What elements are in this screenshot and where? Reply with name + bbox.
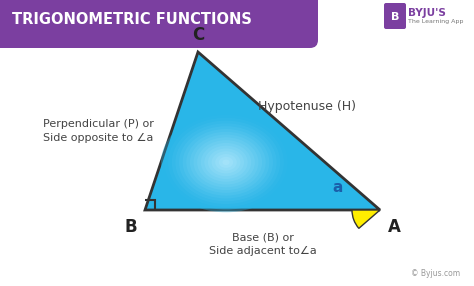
Ellipse shape (175, 124, 276, 201)
Text: B: B (124, 218, 137, 236)
Text: TRIGONOMETRIC FUNCTIONS: TRIGONOMETRIC FUNCTIONS (12, 13, 252, 27)
Ellipse shape (172, 121, 280, 204)
Wedge shape (352, 210, 380, 228)
Ellipse shape (179, 126, 273, 198)
Ellipse shape (208, 148, 244, 176)
Ellipse shape (190, 134, 262, 190)
FancyBboxPatch shape (384, 3, 406, 29)
Text: © Byjus.com: © Byjus.com (411, 269, 460, 278)
Polygon shape (145, 52, 380, 210)
Ellipse shape (201, 143, 251, 182)
Text: B: B (391, 12, 399, 22)
Text: The Learning App: The Learning App (408, 19, 464, 25)
Ellipse shape (197, 140, 255, 184)
Bar (0, 32, 310, 40)
Bar (0, 0, 310, 8)
Text: Perpendicular (P) or
Side opposite to ∠a: Perpendicular (P) or Side opposite to ∠a (43, 119, 154, 143)
Ellipse shape (164, 115, 287, 210)
Ellipse shape (186, 132, 266, 193)
Text: C: C (192, 26, 204, 44)
Ellipse shape (182, 129, 269, 196)
Ellipse shape (161, 112, 291, 212)
Text: A: A (388, 218, 401, 236)
Text: a: a (333, 180, 343, 196)
Ellipse shape (219, 157, 233, 168)
FancyBboxPatch shape (0, 0, 318, 48)
Text: Hypotenuse (H): Hypotenuse (H) (258, 100, 356, 113)
Ellipse shape (168, 118, 284, 207)
Text: Base (B) or
Side adjacent to∠a: Base (B) or Side adjacent to∠a (209, 232, 316, 256)
Text: BYJU'S: BYJU'S (408, 8, 446, 18)
Ellipse shape (222, 160, 229, 165)
Ellipse shape (215, 154, 237, 171)
Ellipse shape (211, 151, 240, 173)
Ellipse shape (204, 146, 248, 179)
Ellipse shape (193, 137, 258, 187)
Bar (0, 0, 20, 40)
